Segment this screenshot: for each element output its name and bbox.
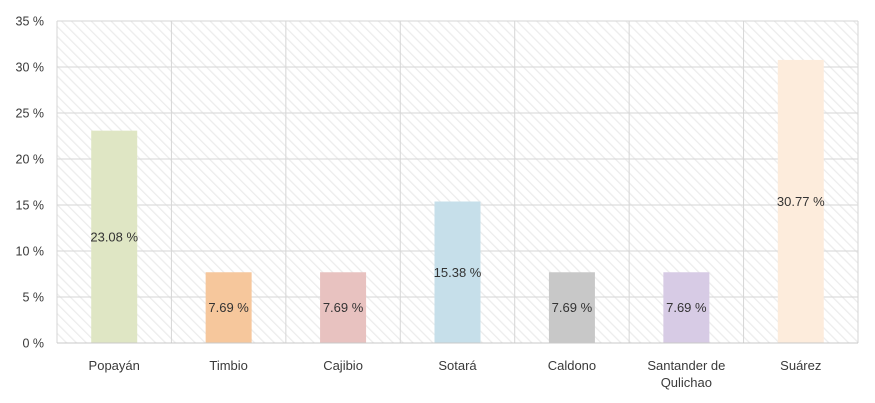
data-label: 23.08 % [90,229,138,244]
y-tick-label: 30 % [16,61,45,75]
data-label: 30.77 % [777,194,825,209]
data-label: 15.38 % [434,265,482,280]
bar [548,272,595,343]
y-tick-label: 20 % [16,153,45,167]
x-axis: Popayán Timbio Cajibio Sotará Caldono Santand… [57,342,858,390]
x-tick-label: Cajibio [323,358,363,373]
bar [777,59,824,343]
x-tick-label: Qulichao [661,375,712,390]
x-tick-label: Suárez [780,358,821,373]
x-tick-label: Timbio [209,358,248,373]
x-tick-label: Popayán [89,358,140,373]
y-tick-label: 35 % [16,15,45,29]
y-tick-label: 10 % [16,245,45,259]
x-tick-label: Caldono [548,358,596,373]
bar [663,272,710,343]
y-tick-label: 0 % [22,337,44,351]
bar [434,201,481,343]
y-tick-label: 5 % [22,291,44,305]
data-labels: 23.08 % 7.69 % 7.69 % 15.38 % 7.69 % 7.69 % 30… [90,194,825,315]
data-label: 7.69 % [666,300,707,315]
y-tick-label: 25 % [16,107,45,121]
data-label: 7.69 % [552,300,593,315]
bar [205,272,252,343]
data-label: 7.69 % [323,300,364,315]
data-label: 7.69 % [208,300,249,315]
y-tick-label: 15 % [16,199,45,213]
bar-series [91,59,824,343]
x-tick-label: Sotará [438,358,477,373]
bar [91,130,138,343]
x-tick-label: Santander de [647,358,725,373]
bar [320,272,367,343]
y-axis: 0 % 5 % 10 % 15 % 20 % 25 % 30 % 35 % [16,15,45,351]
